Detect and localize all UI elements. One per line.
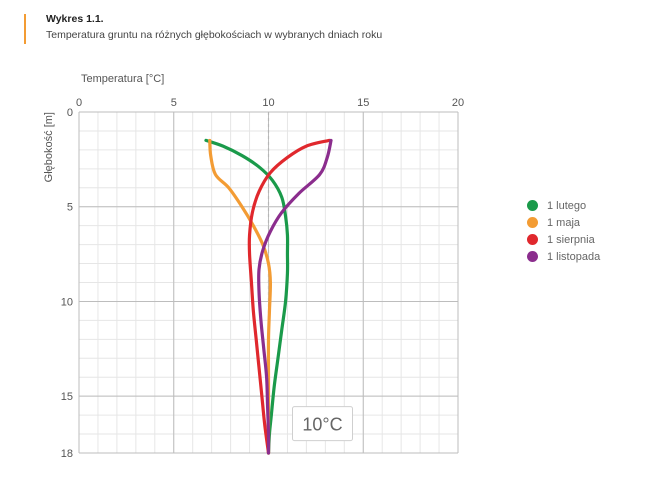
legend-item: 1 maja xyxy=(527,214,600,231)
y-tick-labels: 0 5 10 15 18 xyxy=(61,107,73,460)
x-tick-label: 20 xyxy=(452,97,464,109)
annotation-box-frame xyxy=(292,406,353,442)
legend-label: 1 sierpnia xyxy=(547,233,595,246)
legend-item: 1 sierpnia xyxy=(527,231,600,248)
legend-label: 1 listopada xyxy=(547,250,601,263)
y-tick-label: 10 xyxy=(61,296,73,308)
y-tick-label: 18 xyxy=(61,448,73,460)
legend-dot xyxy=(527,217,538,228)
chart-title: Wykres 1.1. xyxy=(46,13,104,25)
series-line-1-listopada xyxy=(257,138,333,455)
legend-item: 1 lutego xyxy=(527,197,600,214)
x-tick-label: 15 xyxy=(357,97,369,109)
legend-dot xyxy=(527,200,538,211)
annotation-box: 10°C xyxy=(292,406,353,442)
annotation-text: 10°C xyxy=(302,415,342,435)
x-axis-label: Temperatura [°C] xyxy=(81,73,164,85)
legend: 1 lutego 1 maja 1 sierpnia 1 listopada xyxy=(527,197,600,265)
series-line-1-lutego xyxy=(204,138,290,455)
legend-dot xyxy=(527,234,538,245)
title-accent-bar xyxy=(24,14,26,44)
legend-dot xyxy=(527,251,538,262)
x-tick-label: 5 xyxy=(171,97,177,109)
series-layer xyxy=(204,138,333,455)
y-axis-label: Głębokość [m] xyxy=(43,112,55,182)
legend-label: 1 maja xyxy=(547,216,581,229)
x-tick-labels: 0 5 10 15 20 xyxy=(76,97,464,109)
legend-item: 1 listopada xyxy=(527,248,600,265)
x-tick-label: 10 xyxy=(262,97,274,109)
y-tick-label: 15 xyxy=(61,391,73,403)
legend-label: 1 lutego xyxy=(547,199,587,212)
series-line-1-maja xyxy=(208,138,273,455)
chart-subtitle: Temperatura gruntu na różnych głębokości… xyxy=(46,29,383,41)
series-line-1-sierpnia xyxy=(247,138,331,455)
y-tick-label: 0 xyxy=(67,107,73,119)
y-tick-label: 5 xyxy=(67,202,73,214)
x-tick-label: 0 xyxy=(76,97,82,109)
